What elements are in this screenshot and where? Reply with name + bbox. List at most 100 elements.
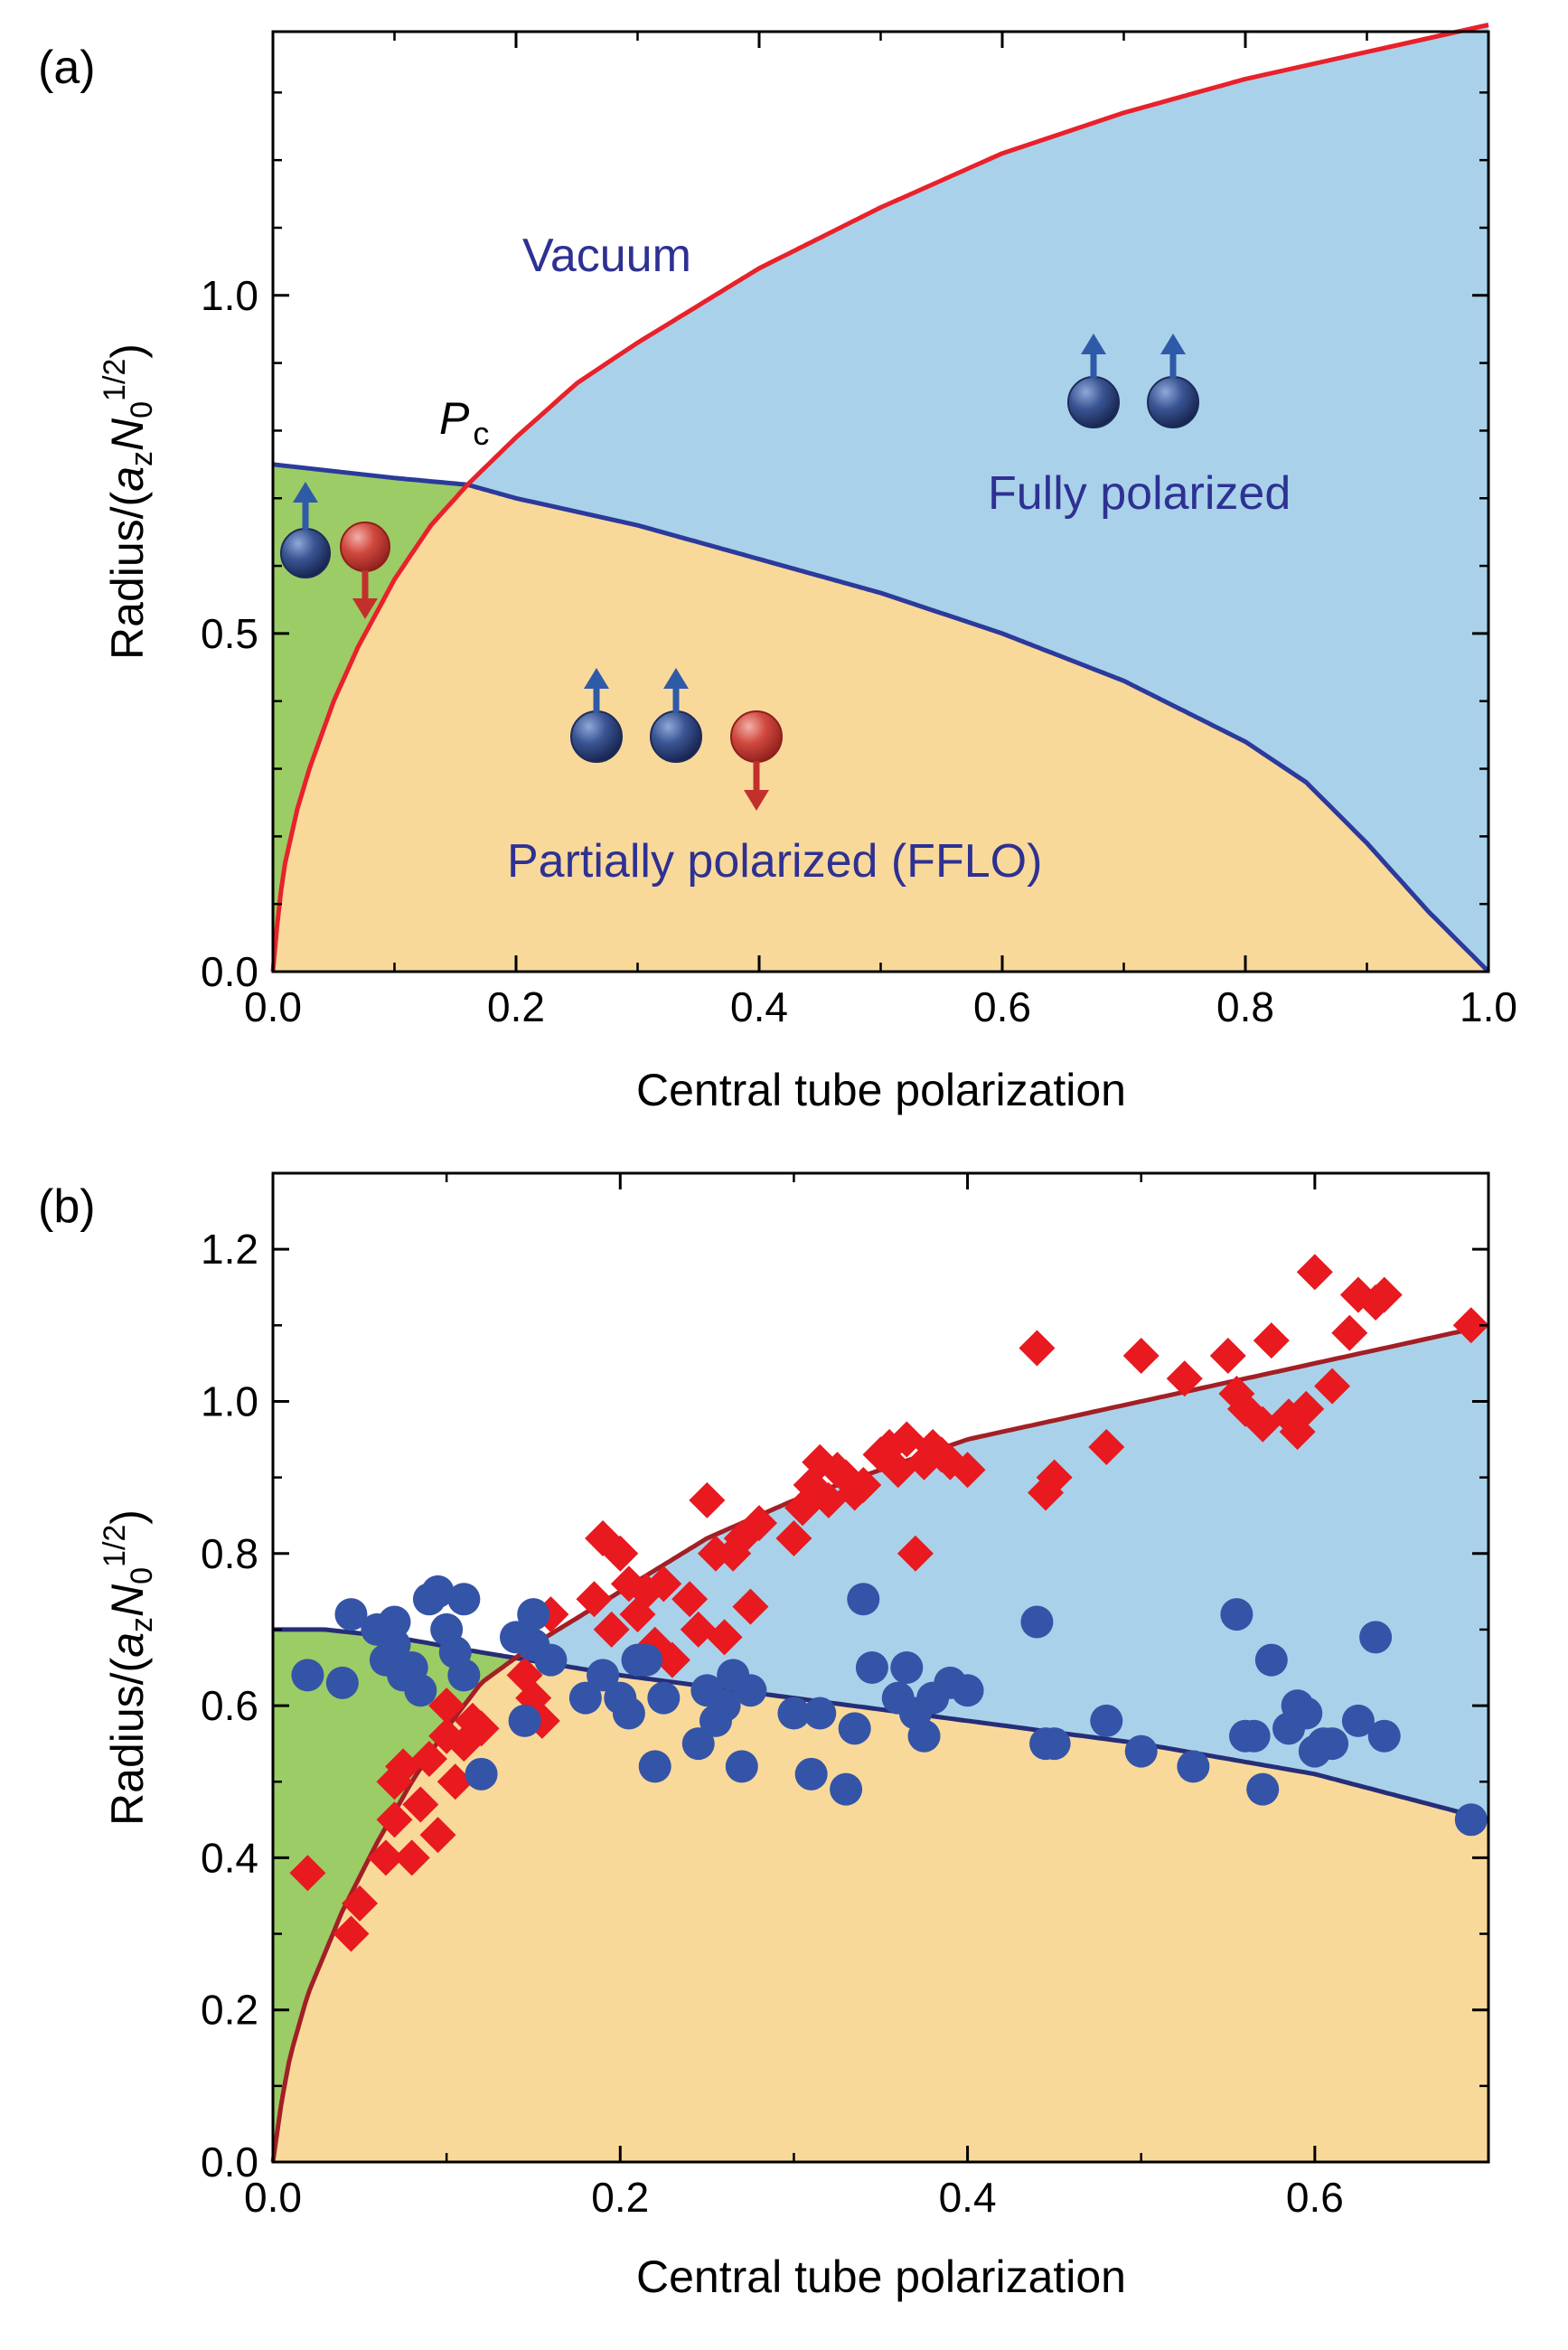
diamond-point — [367, 1839, 404, 1876]
circle-point — [734, 1674, 767, 1707]
x-tick-label: 0.0 — [244, 2174, 302, 2221]
diamond-point — [1288, 1390, 1325, 1427]
circle-point — [777, 1697, 811, 1730]
y-tick-label: 1.2 — [201, 1226, 258, 1273]
circle-point — [907, 1719, 941, 1753]
circle-point — [1454, 1803, 1488, 1837]
circle-point — [421, 1574, 455, 1608]
circle-point — [638, 1750, 671, 1783]
diamond-point — [342, 1885, 379, 1922]
circle-point — [1246, 1772, 1280, 1806]
circle-point — [447, 1659, 481, 1692]
diamond-point — [1253, 1322, 1290, 1359]
diamond-point — [393, 1839, 430, 1876]
spin-up-icon — [1067, 334, 1120, 428]
diamond-point — [653, 1641, 690, 1678]
diamond-point — [1331, 1314, 1368, 1351]
circle-point — [708, 1689, 741, 1723]
spin-down-icon — [730, 710, 783, 811]
circle-point — [1020, 1605, 1054, 1639]
y-tick-label: 0.0 — [201, 948, 258, 995]
spin-up-icon — [570, 668, 623, 763]
circle-point — [1367, 1719, 1401, 1753]
diamond-point — [689, 1481, 726, 1518]
circle-point — [838, 1712, 871, 1745]
y-tick-label: 0.2 — [201, 1987, 258, 2034]
region-unpolarized — [273, 464, 468, 972]
x-tick-label: 0.4 — [939, 2174, 997, 2221]
panel-b: (b) 0.0 0.2 0.4 0.6 0.0 0.2 0.4 0.6 0.8 1.0 1.2 Ce… — [38, 1171, 1490, 2302]
outer-radius-curve — [270, 23, 1489, 973]
diamond-point — [671, 1581, 709, 1618]
label-pc-main: P — [439, 393, 470, 444]
panel-b-regions — [273, 1325, 1488, 2162]
panel-b-ticks: 0.0 0.2 0.4 0.6 0.0 0.2 0.4 0.6 0.8 1.0 1.2 — [201, 1173, 1488, 2221]
circle-point — [465, 1757, 498, 1791]
circle-point — [587, 1659, 620, 1692]
circle-point — [830, 1772, 863, 1806]
circle-point — [1090, 1704, 1123, 1737]
circle-point — [568, 1681, 602, 1715]
circle-point — [325, 1666, 359, 1699]
spin-up-icon — [1147, 334, 1199, 428]
spin-up-icon — [650, 668, 702, 763]
x-tick-label: 0.8 — [1216, 983, 1274, 1030]
region-partially-polarized — [273, 1658, 1488, 2162]
diamond-point — [897, 1535, 934, 1572]
diamond-point — [732, 1588, 769, 1625]
circle-point — [291, 1659, 324, 1692]
circle-point — [890, 1651, 924, 1684]
panel-b-xlabel: Central tube polarization — [636, 2251, 1126, 2302]
panel-b-points — [289, 1254, 1489, 1952]
region-fully-polarized — [515, 1325, 1488, 1820]
inner-radius-curve — [273, 1627, 1489, 1822]
panel-a-curves — [270, 23, 1490, 973]
y-tick-label: 0.6 — [201, 1682, 258, 1729]
circle-point — [803, 1697, 837, 1730]
diamond-point — [680, 1611, 717, 1648]
circle-point — [1237, 1719, 1271, 1753]
x-tick-label: 0.6 — [973, 983, 1031, 1030]
region-partially-polarized — [273, 484, 1488, 972]
circle-point — [630, 1643, 663, 1677]
circle-point — [534, 1643, 568, 1677]
y-tick-label: 0.5 — [201, 610, 258, 657]
diamond-point — [1244, 1405, 1282, 1443]
diamond-point — [1166, 1360, 1203, 1397]
diamond-point — [289, 1855, 326, 1892]
panel-b-ylabel: Radius/(azN01/2) — [98, 1509, 159, 1826]
diamond-point — [1036, 1459, 1073, 1496]
x-tick-label: 0.6 — [1286, 2174, 1344, 2221]
diamond-point — [602, 1535, 639, 1572]
diamond-point — [402, 1786, 439, 1823]
circle-point — [1359, 1621, 1393, 1654]
inner-radius-curve — [272, 462, 1490, 973]
circle-point — [1177, 1750, 1210, 1783]
circle-point — [1038, 1727, 1071, 1761]
spin-up-icon — [280, 482, 331, 578]
panel-a: (a) 0.0 0.2 0.4 0.6 0.8 1.0 0.0 0.5 1.0 Vacuum F… — [38, 23, 1517, 1115]
diamond-point — [410, 1740, 447, 1777]
x-tick-label: 0.0 — [244, 983, 302, 1030]
circle-point — [404, 1674, 437, 1707]
spin-icons-green — [280, 482, 390, 619]
diamond-point — [879, 1452, 916, 1489]
circle-point — [847, 1583, 880, 1616]
diamond-point — [1314, 1368, 1351, 1405]
diamond-point — [1088, 1428, 1125, 1465]
panel-a-ticks: 0.0 0.2 0.4 0.6 0.8 1.0 0.0 0.5 1.0 — [201, 32, 1517, 1030]
circle-point — [951, 1674, 984, 1707]
diamond-point — [333, 1915, 370, 1952]
region-unpolarized — [273, 1629, 516, 2162]
circle-point — [794, 1757, 828, 1791]
spin-down-icon — [340, 522, 390, 619]
spin-icons-fully — [1067, 334, 1199, 428]
diamond-point — [428, 1717, 465, 1754]
diamond-point — [576, 1581, 613, 1618]
diamond-point — [706, 1619, 743, 1656]
y-tick-label: 0.8 — [201, 1530, 258, 1577]
diamond-point — [845, 1467, 882, 1504]
circle-point — [725, 1750, 758, 1783]
